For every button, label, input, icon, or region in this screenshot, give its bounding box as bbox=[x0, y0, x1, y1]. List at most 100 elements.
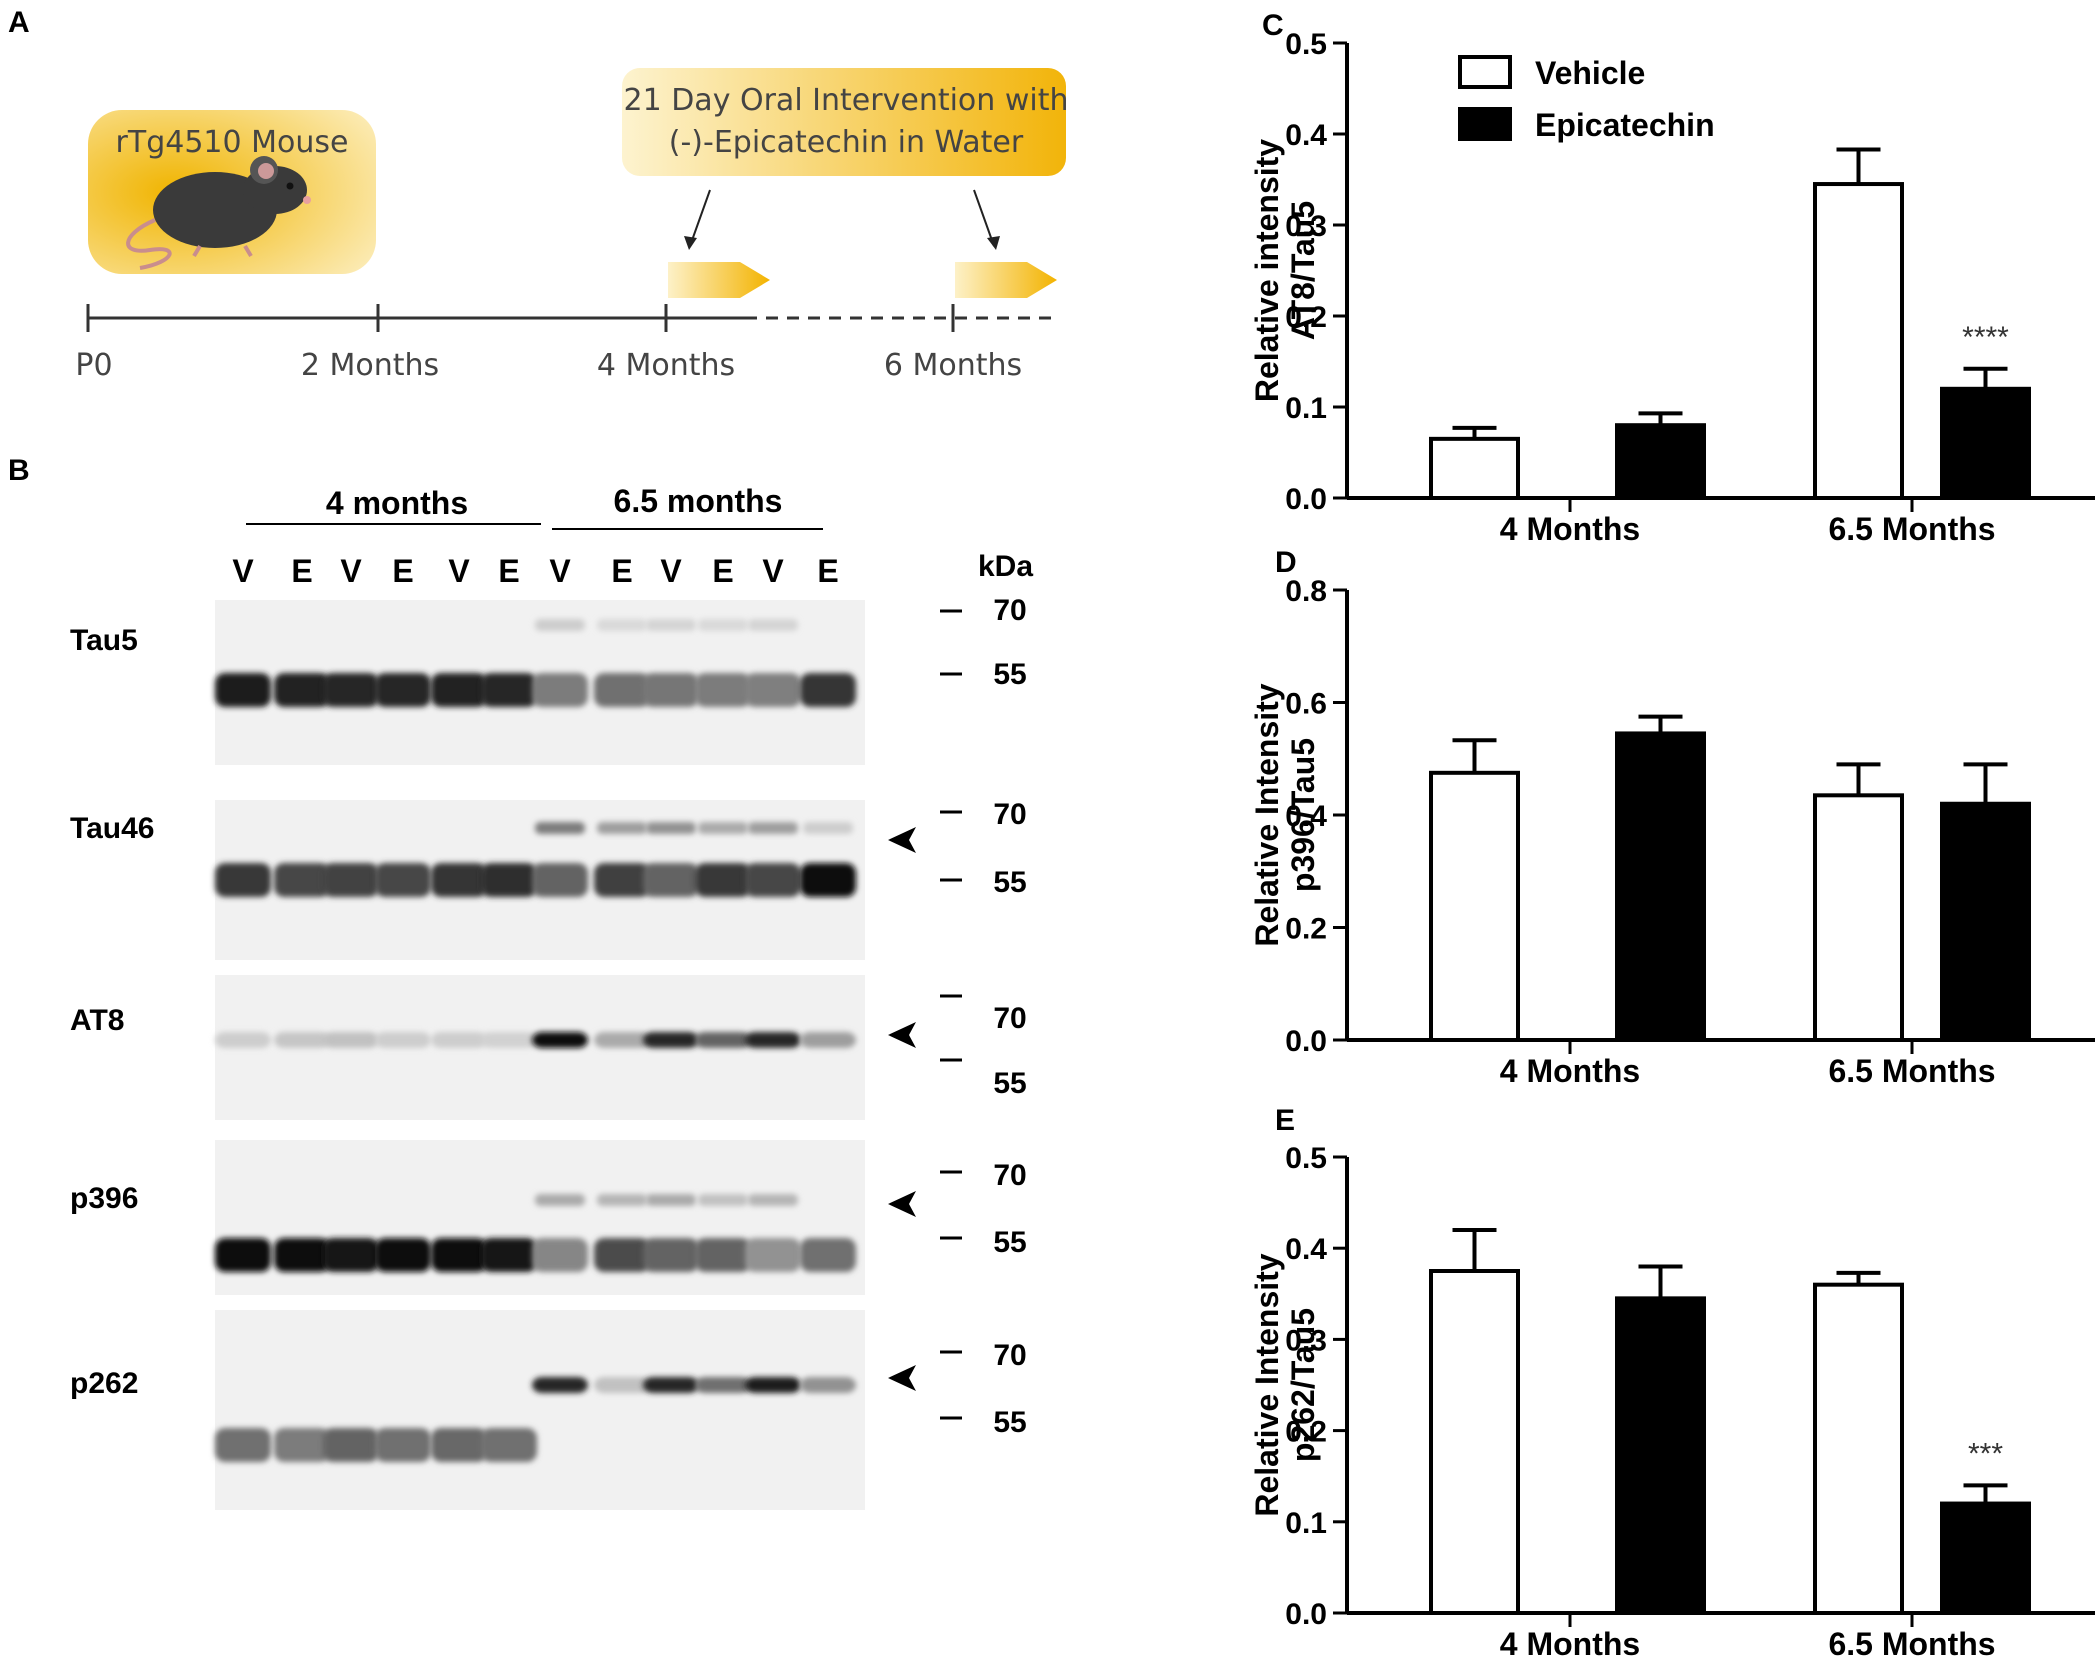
bar-vehicle bbox=[1429, 436, 1520, 501]
band-arrow-icon bbox=[888, 1022, 916, 1048]
treatment-arrow-6m bbox=[955, 262, 1057, 298]
x-tick-label: 6.5 Months bbox=[1828, 1626, 1995, 1662]
bar-vehicle bbox=[1813, 1282, 1904, 1616]
blot-band bbox=[215, 863, 271, 897]
lane-label: E bbox=[498, 553, 519, 589]
pointer-arrow-1 bbox=[689, 189, 711, 247]
lane-label: E bbox=[392, 553, 413, 589]
blot-upper-band bbox=[535, 619, 585, 631]
blot-band bbox=[745, 673, 801, 707]
blot-band bbox=[323, 1238, 379, 1272]
blot-upper-band bbox=[597, 619, 647, 631]
y-tick-label: 0.1 bbox=[1285, 1507, 1327, 1540]
y-axis-label-line2: p396/Tau5 bbox=[1285, 738, 1321, 892]
blot-upper-band bbox=[698, 822, 748, 834]
blot-band bbox=[695, 1238, 751, 1272]
blot-band bbox=[375, 1428, 431, 1462]
y-axis-label-line1: Relative intensity bbox=[1249, 139, 1285, 402]
blot-band bbox=[695, 1377, 751, 1393]
mouse-label: rTg4510 Mouse bbox=[116, 125, 349, 160]
lane-label: V bbox=[549, 553, 571, 589]
blot-band bbox=[431, 863, 487, 897]
y-tick-label: 0.0 bbox=[1285, 483, 1327, 516]
intervention-box bbox=[622, 68, 1066, 176]
bar-epicatechin bbox=[1940, 1501, 2031, 1616]
blot-p262: p262 70 55 bbox=[70, 1310, 1027, 1510]
lane-label: V bbox=[232, 553, 254, 589]
panel-letter-e: E bbox=[1275, 1104, 1295, 1137]
blot-band bbox=[274, 863, 330, 897]
legend-label-epicatechin: Epicatechin bbox=[1535, 107, 1715, 143]
y-tick-label: 0.3 bbox=[1285, 1324, 1327, 1357]
marker-label: 55 bbox=[993, 1067, 1026, 1100]
y-tick-label: 0.5 bbox=[1285, 1142, 1327, 1175]
mouse-icon bbox=[126, 156, 311, 270]
blot-name: Tau5 bbox=[70, 624, 138, 657]
blot-band bbox=[643, 1238, 699, 1272]
blot-band bbox=[643, 673, 699, 707]
panel-a-timeline: rTg4510 Mouse 21 Day Oral Intervention w… bbox=[75, 68, 1068, 383]
legend-label-vehicle: Vehicle bbox=[1535, 55, 1645, 91]
blot-upper-band bbox=[698, 1194, 748, 1206]
blot-band bbox=[800, 1238, 856, 1272]
blot-upper-band bbox=[748, 822, 798, 834]
marker-label: 70 bbox=[993, 594, 1026, 627]
y-tick-label: 0.6 bbox=[1285, 688, 1327, 721]
blot-upper-band bbox=[597, 1194, 647, 1206]
blot-membrane bbox=[215, 1310, 865, 1510]
significance-annotation: *** bbox=[1968, 1437, 2003, 1470]
blot-band bbox=[481, 1032, 537, 1048]
marker-label: 55 bbox=[993, 866, 1026, 899]
blot-upper-band bbox=[535, 1194, 585, 1206]
bar-vehicle bbox=[1429, 1269, 1520, 1615]
x-tick-label: 4 Months bbox=[1500, 1053, 1640, 1089]
x-tick-label: 6.5 Months bbox=[1828, 511, 1995, 547]
y-tick-label: 0.4 bbox=[1285, 119, 1327, 152]
bar-epicatechin bbox=[1940, 801, 2031, 1042]
blot-band bbox=[800, 863, 856, 897]
y-tick-label: 0.1 bbox=[1285, 392, 1327, 425]
panel-letter-c: C bbox=[1262, 9, 1284, 42]
blot-band bbox=[695, 673, 751, 707]
blot-band bbox=[594, 1032, 650, 1048]
bar-epicatechin bbox=[1940, 386, 2031, 500]
blot-band bbox=[375, 673, 431, 707]
blot-band bbox=[323, 1428, 379, 1462]
blot-band bbox=[375, 1238, 431, 1272]
blot-band bbox=[431, 1428, 487, 1462]
blot-band bbox=[431, 673, 487, 707]
blot-p396: p396 70 55 bbox=[70, 1140, 1027, 1295]
lane-label: V bbox=[762, 553, 784, 589]
x-tick-label: 4 Months bbox=[1500, 1626, 1640, 1662]
blot-band bbox=[594, 863, 650, 897]
y-axis-label-line1: Relative Intensity bbox=[1249, 1253, 1285, 1516]
timepoint-2-months: 2 Months bbox=[301, 348, 439, 383]
treatment-arrow-4m bbox=[668, 262, 770, 298]
blot-band bbox=[215, 1428, 271, 1462]
blot-band bbox=[745, 1377, 801, 1393]
y-tick-label: 0.3 bbox=[1285, 210, 1327, 243]
lane-label: V bbox=[340, 553, 362, 589]
panel-letter-d: D bbox=[1275, 546, 1297, 579]
band-arrow-icon bbox=[888, 1191, 916, 1217]
timepoint-p0: P0 bbox=[75, 348, 112, 383]
y-axis-label-line2: AT8/Tau5 bbox=[1285, 201, 1321, 340]
marker-label: 70 bbox=[993, 1159, 1026, 1192]
marker-label: 70 bbox=[993, 1339, 1026, 1372]
band-arrow-icon bbox=[888, 1365, 916, 1391]
blot-at8: AT8 70 55 bbox=[70, 975, 1027, 1120]
lane-label: E bbox=[291, 553, 312, 589]
blot-band bbox=[695, 863, 751, 897]
lane-label: E bbox=[611, 553, 632, 589]
blot-band bbox=[481, 863, 537, 897]
x-tick-label: 4 Months bbox=[1500, 511, 1640, 547]
blot-band bbox=[274, 673, 330, 707]
kda-label: kDa bbox=[978, 550, 1033, 583]
significance-annotation: **** bbox=[1962, 321, 2009, 354]
blot-band bbox=[643, 1377, 699, 1393]
blot-band bbox=[431, 1238, 487, 1272]
y-tick-label: 0.2 bbox=[1285, 1416, 1327, 1449]
lane-label: E bbox=[712, 553, 733, 589]
marker-label: 70 bbox=[993, 798, 1026, 831]
